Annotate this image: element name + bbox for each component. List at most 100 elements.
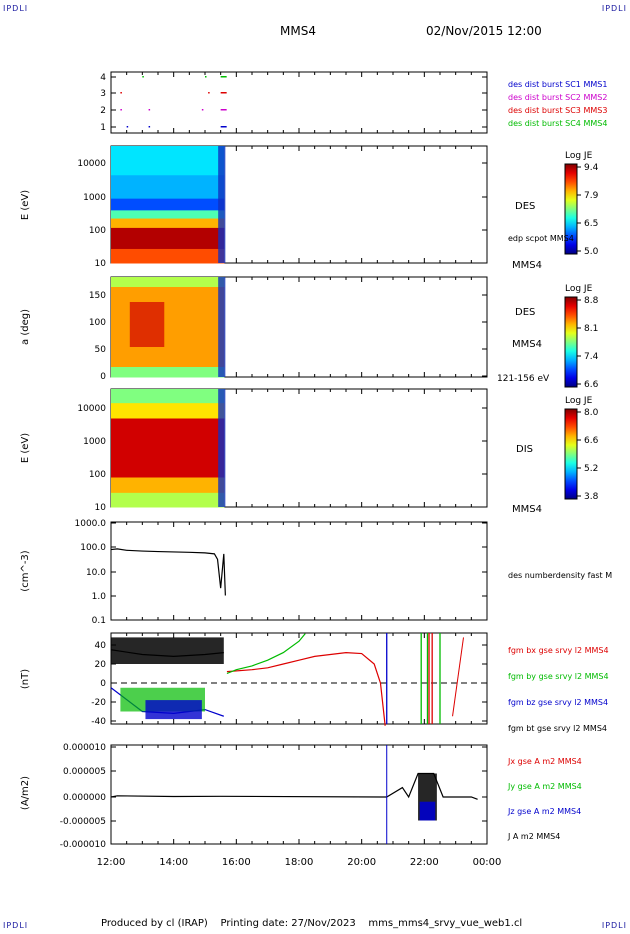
y-tick-label: 50	[95, 345, 107, 355]
colorbar-tick-label: 5.0	[584, 247, 599, 257]
heatmap-band	[111, 218, 225, 229]
legend-item: Jz gse A m2 MMS4	[507, 807, 581, 816]
time-tick-label: 14:00	[159, 857, 188, 868]
fgm-bx-late	[452, 637, 464, 717]
time-tick-label: 12:00	[97, 857, 126, 868]
burst-marker	[142, 76, 144, 78]
legend-item: des numberdensity fast M	[508, 571, 612, 580]
footer-credit: Produced by cl (IRAP) Printing date: 27/…	[101, 918, 522, 929]
heatmap-core	[129, 302, 165, 347]
density-line	[110, 548, 226, 596]
y-tick-label: 0.000005	[63, 767, 106, 777]
heatmap-edge	[218, 146, 226, 263]
y-axis-label: (A/m2)	[20, 776, 31, 810]
colorbar	[564, 163, 578, 255]
panel-right-label: MMS4	[512, 339, 542, 350]
y-axis-label: (cm^-3)	[20, 550, 31, 591]
fgm-noise-bt	[111, 637, 224, 664]
footer-producer: Produced by cl (IRAP)	[101, 918, 208, 929]
legend-item: fgm bz gse srvy l2 MMS4	[508, 698, 608, 707]
burst-marker	[120, 92, 122, 94]
burst-marker	[220, 126, 227, 128]
time-tick-label: 22:00	[410, 857, 439, 868]
legend-item: fgm bx gse srvy l2 MMS4	[508, 646, 609, 655]
corner-label-tl: IPDLI	[3, 4, 29, 13]
fgm-noise-by	[120, 687, 205, 712]
heatmap-edge	[218, 389, 226, 507]
colorbar-title: Log JE	[565, 284, 593, 294]
y-tick-label: 1.0	[92, 592, 107, 602]
y-tick-label: 100	[89, 318, 106, 328]
panel-frame-3	[110, 276, 488, 378]
burst-marker	[120, 109, 122, 111]
colorbar-tick-label: 6.6	[584, 436, 599, 446]
burst-marker	[220, 92, 227, 94]
y-tick-label: 0.000010	[63, 743, 106, 753]
colorbar	[564, 296, 578, 388]
y-tick-label: 10.0	[86, 568, 106, 578]
burst-marker	[205, 76, 207, 78]
colorbar-tick-label: 7.4	[584, 352, 599, 362]
fgm-line	[110, 687, 225, 717]
heatmap-band	[111, 248, 225, 264]
colorbar-tick-label: 3.8	[584, 492, 599, 502]
panel-right-label: DES	[515, 307, 535, 318]
current-burst	[418, 773, 437, 821]
y-tick-label: -0.000010	[60, 840, 106, 850]
legend-item: des dist burst SC3 MMS3	[508, 106, 607, 115]
footer-print-date: Printing date: 27/Nov/2023	[220, 918, 356, 929]
panel-right-label: DES	[515, 201, 535, 212]
heatmap-edge	[218, 277, 226, 377]
panel-frame-2	[110, 145, 488, 264]
panel-right-label: DIS	[516, 444, 533, 455]
y-tick-label: 10	[95, 503, 107, 513]
panel-right-label: MMS4	[512, 260, 542, 271]
heatmap-band	[111, 492, 225, 508]
y-tick-label: -40	[91, 717, 106, 727]
time-tick-label: 00:00	[473, 857, 502, 868]
panel-right-label: MMS4	[512, 504, 542, 515]
legend-item: fgm bt gse srvy l2 MMS4	[508, 724, 607, 733]
colorbar-tick-label: 6.6	[584, 380, 599, 390]
heatmap-band	[111, 403, 225, 419]
legend-item: Jx gse A m2 MMS4	[507, 757, 582, 766]
burst-marker	[148, 126, 151, 128]
y-tick-label: 1	[100, 123, 106, 133]
y-tick-label: 4	[100, 73, 106, 83]
y-tick-label: 0.000000	[63, 793, 106, 803]
y-tick-label: 40	[95, 641, 107, 651]
panel-frame-7	[110, 744, 488, 845]
y-tick-label: 10000	[77, 404, 106, 414]
time-tick-label: 16:00	[222, 857, 251, 868]
y-tick-label: 0	[100, 679, 106, 689]
y-tick-label: 100	[89, 226, 106, 236]
burst-marker	[220, 109, 227, 111]
panel-frame-1	[110, 71, 488, 134]
spacecraft-title: MMS4	[280, 24, 316, 38]
colorbar-tick-label: 8.8	[584, 296, 599, 306]
heatmap-band	[111, 287, 225, 368]
y-tick-label: 100	[89, 470, 106, 480]
colorbar-tick-label: 8.0	[584, 408, 599, 418]
y-tick-label: 1000	[83, 193, 106, 203]
footer-product: mms_mms4_srvy_vue_web1.cl	[368, 918, 523, 929]
y-axis-label: E (eV)	[20, 433, 31, 463]
time-tick-label: 18:00	[285, 857, 314, 868]
corner-label-bl: IPDLI	[3, 921, 29, 930]
y-tick-label: 3	[100, 89, 106, 99]
y-tick-label: 1000	[83, 437, 106, 447]
fgm-line	[110, 649, 224, 658]
heatmap-band	[111, 175, 225, 200]
heatmap-band	[111, 146, 225, 176]
y-tick-label: 10	[95, 259, 107, 269]
y-tick-label: 150	[89, 291, 106, 301]
legend-item: Jy gse A m2 MMS4	[507, 782, 582, 791]
fgm-line	[226, 633, 306, 675]
current-burst-jz	[419, 801, 436, 821]
y-tick-label: -20	[91, 698, 106, 708]
burst-marker	[126, 126, 129, 128]
heatmap-band	[111, 389, 225, 404]
panel-frame-5	[110, 521, 488, 621]
heatmap-band	[111, 477, 225, 494]
